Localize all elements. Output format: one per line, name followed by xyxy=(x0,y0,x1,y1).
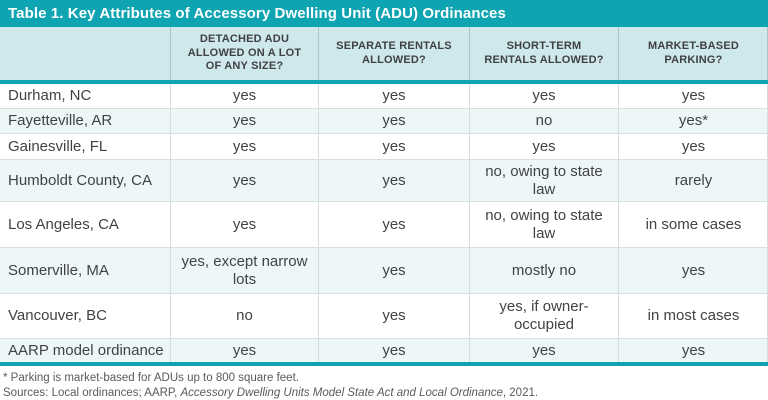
sources-suffix: , 2021. xyxy=(502,386,539,399)
table-cell: yes xyxy=(318,339,469,362)
table-cell: yes xyxy=(318,84,469,108)
table-cell: no xyxy=(469,109,618,133)
table-cell: yes xyxy=(318,202,469,247)
column-header-separate-rentals: SEPARATE RENTALS ALLOWED? xyxy=(318,27,469,80)
table-cell: yes xyxy=(318,160,469,201)
table-cell: yes xyxy=(618,248,768,293)
table-cell: yes, if owner-occupied xyxy=(469,294,618,338)
table-cell: yes xyxy=(469,134,618,159)
table-cell: no xyxy=(170,294,318,338)
table-cell: yes xyxy=(469,339,618,362)
table-cell: yes xyxy=(170,134,318,159)
table-cell: rarely xyxy=(618,160,768,201)
table-cell: yes xyxy=(318,109,469,133)
row-header-cell: Durham, NC xyxy=(8,87,92,104)
table-row: Humboldt County, CA yes yes no, owing to… xyxy=(0,159,768,201)
footnote-parking: * Parking is market-based for ADUs up to… xyxy=(3,372,299,384)
table-cell: yes xyxy=(170,84,318,108)
table-row: Vancouver, BC no yes yes, if owner-occup… xyxy=(0,293,768,338)
table-cell: yes xyxy=(618,339,768,362)
table-row: Los Angeles, CA yes yes no, owing to sta… xyxy=(0,201,768,247)
table-cell: no, owing to state law xyxy=(469,160,618,201)
sources-prefix: Sources: Local ordinances; AARP, xyxy=(3,386,181,399)
row-header-cell: Vancouver, BC xyxy=(8,307,107,324)
row-header-cell: Gainesville, FL xyxy=(8,137,108,155)
table-row: AARP model ordinance yes yes yes yes xyxy=(0,338,768,362)
sources-publication-title: Accessory Dwelling Units Model State Act… xyxy=(180,386,503,399)
table-cell: in most cases xyxy=(618,294,768,338)
footnote-sources: Sources: Local ordinances; AARP, Accesso… xyxy=(3,386,760,400)
table-title-bar: Table 1. Key Attributes of Accessory Dwe… xyxy=(0,0,768,27)
table-cell: in some cases xyxy=(618,202,768,247)
table-cell: yes xyxy=(318,294,469,338)
table-cell: yes xyxy=(170,160,318,201)
footnotes: * Parking is market-based for ADUs up to… xyxy=(0,366,768,400)
row-header-cell: Humboldt County, CA xyxy=(8,171,152,189)
column-header-row: DETACHED ADU ALLOWED ON A LOT OF ANY SIZ… xyxy=(0,27,768,80)
footer-divider-rule xyxy=(0,362,768,366)
table-row: Fayetteville, AR yes yes no yes* xyxy=(0,108,768,133)
table-cell: yes xyxy=(170,202,318,247)
table-cell: yes xyxy=(318,248,469,293)
table-row: Durham, NC yes yes yes yes xyxy=(0,84,768,108)
column-header-empty xyxy=(0,27,170,80)
table-cell: mostly no xyxy=(469,248,618,293)
table-cell: yes* xyxy=(618,109,768,133)
table-cell: yes xyxy=(318,134,469,159)
table-cell: yes xyxy=(618,84,768,108)
row-header-cell: Los Angeles, CA xyxy=(8,215,119,233)
table-cell: yes xyxy=(618,134,768,159)
column-header-short-term-rentals: SHORT-TERM RENTALS ALLOWED? xyxy=(469,27,618,80)
table-row: Gainesville, FL yes yes yes yes xyxy=(0,133,768,159)
row-header-cell: Fayetteville, AR xyxy=(8,112,113,129)
table-cell: yes xyxy=(170,109,318,133)
row-header-cell: Somerville, MA xyxy=(8,261,109,279)
header-divider-rule xyxy=(0,80,768,84)
table-title: Table 1. Key Attributes of Accessory Dwe… xyxy=(8,5,506,22)
table-cell: yes xyxy=(469,84,618,108)
column-header-market-based-parking: MARKET-BASED PARKING? xyxy=(618,27,768,80)
row-header-cell: AARP model ordinance xyxy=(8,341,164,359)
table-cell: yes, except narrow lots xyxy=(170,248,318,293)
table-row: Somerville, MA yes, except narrow lots y… xyxy=(0,247,768,293)
column-header-detached-adu: DETACHED ADU ALLOWED ON A LOT OF ANY SIZ… xyxy=(170,27,318,80)
table-cell: yes xyxy=(170,339,318,362)
table-cell: no, owing to state law xyxy=(469,202,618,247)
